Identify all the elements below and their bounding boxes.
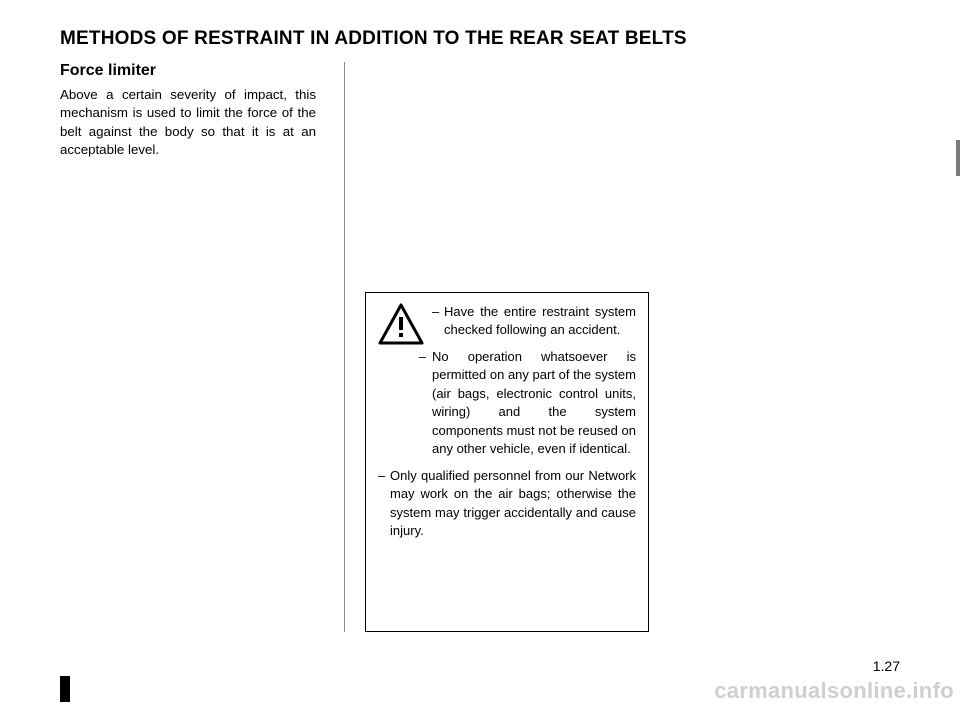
- page-number: 1.27: [873, 658, 900, 674]
- right-column: [683, 62, 900, 632]
- manual-page: METHODS OF RESTRAINT IN ADDITION TO THE …: [0, 0, 960, 710]
- black-tab-mark: [60, 676, 70, 702]
- warning-first-row: – Have the entire restraint system check…: [378, 303, 636, 348]
- warning-text: Have the entire restraint system checked…: [444, 303, 636, 340]
- force-limiter-body: Above a certain severity of impact, this…: [60, 86, 316, 159]
- warning-item: – Have the entire restraint system check…: [432, 303, 636, 340]
- warning-item: –No operation whatsoever is permitted on…: [378, 348, 636, 459]
- warning-box: – Have the entire restraint system check…: [365, 292, 649, 632]
- dash-icon: –: [378, 348, 432, 459]
- middle-column: – Have the entire restraint system check…: [365, 62, 663, 632]
- left-column: Force limiter Above a certain severity o…: [60, 62, 324, 632]
- warning-text: Only qualified personnel from our Networ…: [390, 467, 636, 541]
- side-tab-mark: [956, 140, 960, 176]
- warning-triangle-icon: [378, 303, 424, 345]
- column-layout: Force limiter Above a certain severity o…: [60, 62, 900, 632]
- dash-icon: –: [432, 303, 444, 340]
- warning-item: – Only qualified personnel from our Netw…: [378, 467, 636, 541]
- force-limiter-heading: Force limiter: [60, 62, 316, 80]
- page-title: METHODS OF RESTRAINT IN ADDITION TO THE …: [60, 28, 900, 50]
- warning-text: No operation whatsoever is permitted on …: [432, 348, 636, 459]
- column-divider: [344, 62, 345, 632]
- watermark-text: carmanualsonline.info: [714, 678, 954, 704]
- dash-icon: –: [378, 467, 390, 541]
